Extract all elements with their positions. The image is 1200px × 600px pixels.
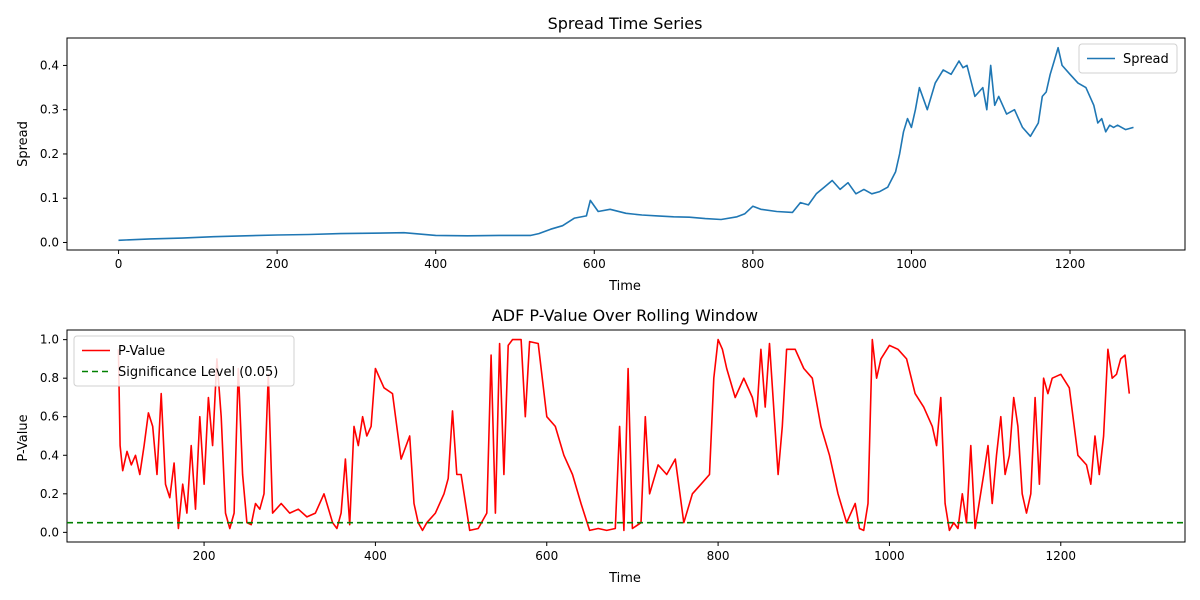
pvalue-chart-ytick-label: 0.4	[40, 448, 59, 462]
spread-chart-frame	[66, 37, 1186, 251]
spread-chart-xtick-label: 600	[583, 257, 606, 271]
spread-chart-xtick-label: 200	[266, 257, 289, 271]
spread-chart-legend-box	[1078, 43, 1178, 74]
pvalue-chart-xtick-label: 800	[707, 549, 730, 563]
pvalue-chart-xtick-label: 200	[193, 549, 216, 563]
pvalue-chart-xtick-label: 1200	[1046, 549, 1077, 563]
pvalue-chart-ytick-label: 1.0	[40, 333, 59, 347]
pvalue-chart-ytick-label: 0.8	[40, 371, 59, 385]
spread-chart-title: Spread Time Series	[548, 14, 703, 33]
pvalue-chart-ylabel: P-Value	[16, 414, 31, 461]
pvalue-chart-xlabel: Time	[608, 571, 641, 586]
spread-chart-xlabel: Time	[608, 279, 641, 294]
pvalue-chart-legend-label: P-Value	[118, 344, 165, 359]
spread-chart-xtick-label: 1200	[1055, 257, 1086, 271]
pvalue-chart-axes: 200 400 600 800 1000 1200 0.0 0.2 0.4 0.6 0.8 1.0	[40, 329, 1186, 563]
pvalue-chart-xtick-label: 400	[364, 549, 387, 563]
spread-chart-legend: Spread	[1078, 43, 1178, 74]
spread-chart-axes: 0 200 400 600 800 1000 1200 0.0 0.1 0.2 0.3 0.4	[40, 37, 1186, 271]
spread-chart-xtick-label: 0	[115, 257, 123, 271]
series-line-spread	[118, 46, 1134, 242]
pvalue-chart-legend-box	[73, 335, 295, 387]
pvalue-chart-series	[67, 338, 1185, 532]
pvalue-chart: ADF P-Value Over Rolling Window 200 400 60…	[16, 306, 1186, 586]
pvalue-chart-ytick-label: 0.6	[40, 410, 59, 424]
spread-chart: Spread Time Series 0 200 400 600 800 1000 1200…	[16, 14, 1186, 294]
pvalue-chart-ytick-label: 0.2	[40, 487, 59, 501]
spread-chart-ytick-label: 0.0	[40, 235, 59, 249]
pvalue-chart-frame	[66, 329, 1186, 543]
pvalue-chart-xtick-label: 1000	[874, 549, 905, 563]
pvalue-chart-title: ADF P-Value Over Rolling Window	[492, 306, 758, 325]
spread-chart-xtick-label: 400	[424, 257, 447, 271]
pvalue-chart-legend-label: Significance Level (0.05)	[118, 365, 278, 380]
series-line-p-value	[117, 338, 1131, 532]
spread-chart-ytick-label: 0.1	[40, 191, 59, 205]
pvalue-chart-legend: P-Value Significance Level (0.05)	[73, 335, 295, 387]
spread-chart-xtick-label: 800	[741, 257, 764, 271]
spread-chart-ytick-label: 0.3	[40, 103, 59, 117]
spread-chart-xtick-label: 1000	[896, 257, 927, 271]
spread-chart-ytick-label: 0.2	[40, 147, 59, 161]
spread-chart-legend-label: Spread	[1123, 52, 1169, 67]
pvalue-chart-ytick-label: 0.0	[40, 525, 59, 539]
spread-chart-ytick-label: 0.4	[40, 58, 59, 72]
spread-chart-series	[118, 46, 1134, 242]
pvalue-chart-xtick-label: 600	[535, 549, 558, 563]
spread-chart-ylabel: Spread	[16, 121, 31, 167]
